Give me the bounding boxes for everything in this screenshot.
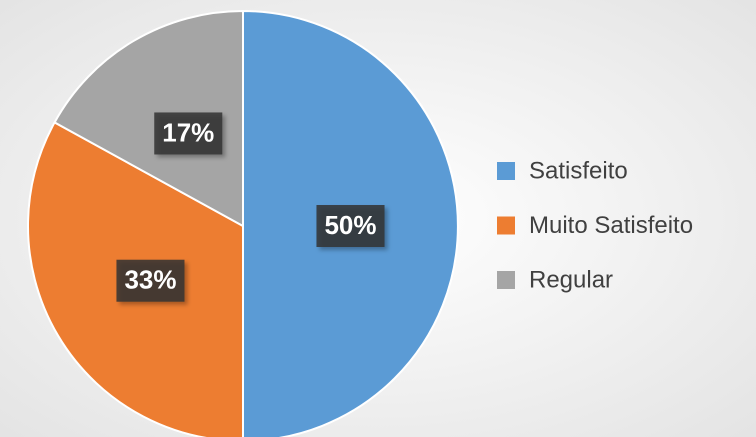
pie-slice xyxy=(53,9,244,228)
data-label-box xyxy=(116,259,185,302)
legend-swatch xyxy=(497,216,515,235)
legend-label: Satisfeito xyxy=(529,157,628,184)
data-label: 17% xyxy=(154,112,223,155)
legend-label: Regular xyxy=(529,266,613,293)
data-label-text: 33% xyxy=(124,265,176,295)
legend-swatch xyxy=(497,271,515,289)
data-label-box xyxy=(154,112,223,155)
legend-swatch xyxy=(497,162,515,180)
data-label: 50% xyxy=(316,205,385,247)
data-label-box xyxy=(316,205,385,247)
data-label-text: 17% xyxy=(162,117,214,147)
legend-label: Muito Satisfeito xyxy=(529,212,693,239)
data-label: 33% xyxy=(116,259,185,302)
data-label-text: 50% xyxy=(324,210,376,240)
